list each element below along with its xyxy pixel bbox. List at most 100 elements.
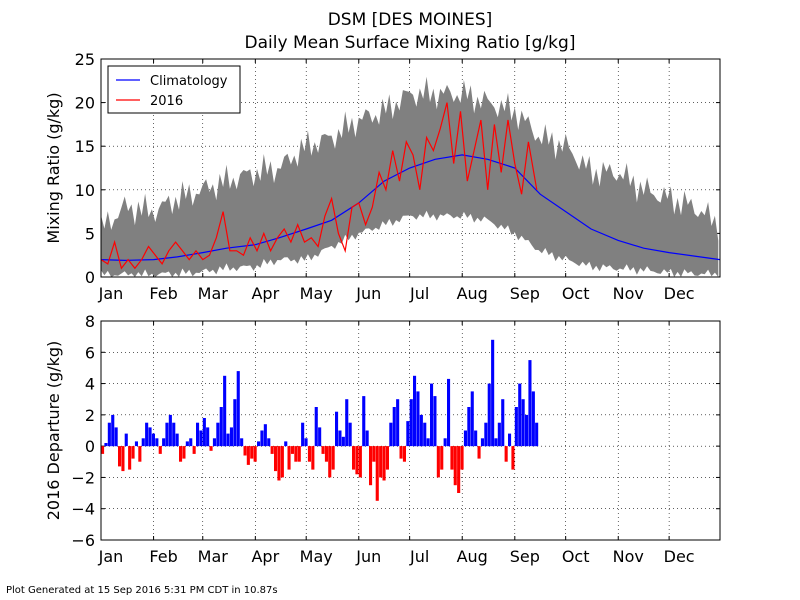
- bar-positive: [219, 407, 223, 447]
- ytick-label: 15: [75, 137, 95, 156]
- bar-negative: [246, 446, 250, 465]
- bar-positive: [175, 433, 179, 447]
- bar-positive: [508, 433, 512, 447]
- bar-positive: [233, 399, 237, 447]
- bar-positive: [419, 414, 423, 447]
- axes-frame: [100, 58, 721, 278]
- xtick-label: May: [300, 284, 333, 303]
- xtick-label: Jan: [98, 284, 124, 303]
- observed-range-band: [101, 76, 719, 277]
- bar-positive: [335, 411, 339, 447]
- xtick-label: Nov: [613, 547, 644, 566]
- bar-negative: [450, 446, 454, 470]
- bar-positive: [223, 375, 227, 447]
- bar-positive: [226, 433, 230, 447]
- bar-negative: [453, 446, 457, 486]
- bar-negative: [379, 446, 383, 478]
- ytick-label: 6: [85, 343, 95, 362]
- bar-positive: [365, 430, 369, 447]
- xtick-label: May: [300, 547, 333, 566]
- bar-positive: [338, 430, 342, 447]
- bar-positive: [172, 422, 176, 447]
- bar-negative: [118, 446, 122, 467]
- ytick-label: 8: [85, 312, 95, 331]
- bar-positive: [497, 422, 501, 447]
- bar-positive: [409, 399, 413, 447]
- bar-negative: [477, 446, 481, 459]
- bar-positive: [430, 383, 434, 447]
- bar-positive: [185, 441, 189, 447]
- ytick-label: 0: [85, 437, 95, 456]
- bar-positive: [416, 391, 420, 447]
- bar-positive: [501, 399, 505, 447]
- bar-positive: [162, 438, 166, 447]
- bar-positive: [433, 396, 437, 447]
- bar-positive: [518, 383, 522, 447]
- bar-positive: [413, 375, 417, 447]
- bar-positive: [484, 422, 488, 447]
- bar-positive: [168, 414, 172, 447]
- bar-negative: [192, 446, 196, 454]
- bar-positive: [202, 418, 206, 447]
- bar-negative: [121, 446, 125, 472]
- y-axis-label: Mixing Ratio (g/kg): [44, 92, 63, 243]
- bar-positive: [494, 438, 498, 447]
- bar-negative: [290, 446, 294, 454]
- bar-negative: [321, 446, 325, 454]
- bar-positive: [362, 396, 366, 447]
- bar-negative: [328, 446, 332, 478]
- ytick-label: 2: [85, 406, 95, 425]
- bar-negative: [280, 446, 284, 478]
- bar-negative: [511, 446, 515, 470]
- bar-negative: [128, 446, 132, 470]
- bar-negative: [101, 446, 105, 454]
- xtick-label: Sep: [510, 284, 540, 303]
- bar-positive: [151, 433, 155, 447]
- bar-positive: [514, 407, 518, 447]
- ytick-label: 10: [75, 181, 95, 200]
- bar-negative: [182, 446, 186, 459]
- bar-negative: [358, 446, 362, 478]
- xtick-label: Jul: [409, 284, 429, 303]
- bar-positive: [341, 436, 345, 447]
- bar-positive: [535, 422, 539, 447]
- bar-positive: [396, 399, 400, 447]
- bar-positive: [199, 430, 203, 447]
- series-line-year: [100, 102, 538, 270]
- bar-positive: [148, 427, 152, 447]
- xtick-label: Oct: [562, 547, 590, 566]
- bar-negative: [385, 446, 389, 470]
- bar-positive: [301, 422, 305, 447]
- chart-title: DSM [DES MOINES]: [327, 10, 493, 30]
- ytick-label: −2: [71, 468, 95, 487]
- axes-frame: [100, 320, 721, 541]
- bar-positive: [189, 438, 193, 447]
- xtick-label: Aug: [457, 547, 488, 566]
- bar-negative: [460, 446, 464, 470]
- climatology-axes: 0 5 10 15 20 25 Jan Feb Mar Apr May Jun Jul Aug Sep Oct…: [44, 50, 721, 303]
- bar-positive: [263, 424, 267, 447]
- bar-negative: [355, 446, 359, 475]
- xtick-label: Sep: [510, 547, 540, 566]
- bar-positive: [257, 441, 261, 447]
- bar-positive: [229, 427, 233, 447]
- bar-positive: [206, 427, 210, 447]
- bar-positive: [487, 383, 491, 447]
- bar-positive: [260, 430, 264, 447]
- bar-positive: [389, 422, 393, 447]
- bar-positive: [216, 422, 220, 447]
- legend: Climatology 2016: [107, 65, 241, 114]
- xtick-label: Mar: [198, 547, 229, 566]
- bar-positive: [212, 438, 216, 447]
- bar-negative: [274, 446, 278, 472]
- xtick-label: Apr: [251, 547, 279, 566]
- bar-negative: [331, 446, 335, 470]
- bar-negative: [307, 446, 311, 462]
- legend-box: [107, 65, 241, 114]
- bar-negative: [179, 446, 183, 462]
- bar-negative: [457, 446, 461, 493]
- bar-positive: [196, 422, 200, 447]
- bar-positive: [426, 438, 430, 447]
- bar-positive: [528, 360, 532, 447]
